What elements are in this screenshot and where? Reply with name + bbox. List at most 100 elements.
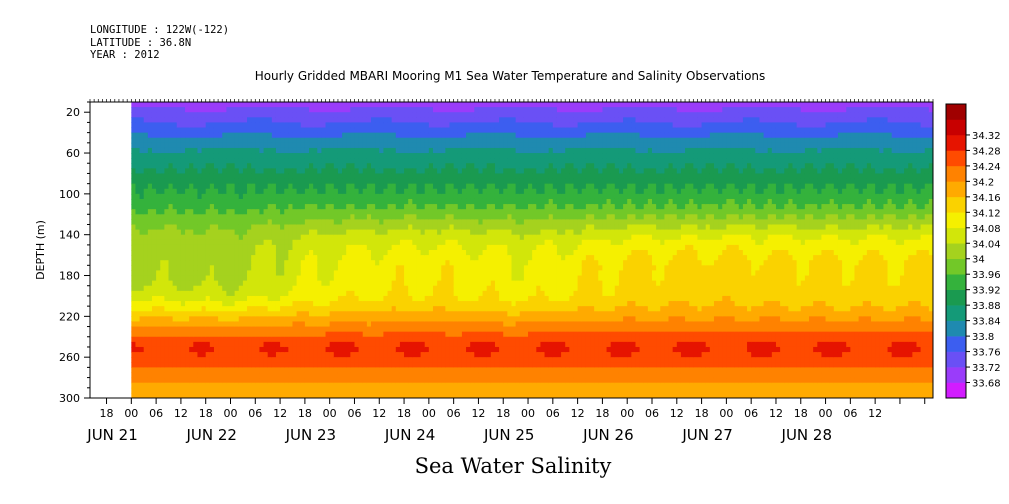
salinity-cell [333, 265, 339, 272]
salinity-cell [267, 193, 273, 200]
salinity-cell [271, 301, 277, 307]
salinity-cell [482, 326, 488, 333]
salinity-cell [131, 341, 137, 348]
salinity-cell [280, 183, 285, 190]
salinity-cell [346, 331, 351, 338]
salinity-cell [449, 142, 455, 149]
salinity-cell [131, 321, 137, 328]
salinity-cell [284, 158, 289, 164]
salinity-cell [242, 112, 248, 118]
salinity-cell [185, 331, 190, 338]
salinity-cell [453, 153, 459, 159]
salinity-cell [143, 132, 149, 139]
salinity-cell [205, 295, 211, 302]
salinity-cell [395, 382, 401, 389]
salinity-cell [242, 326, 248, 333]
salinity-cell [441, 382, 446, 389]
salinity-cell [267, 117, 273, 124]
salinity-cell [333, 234, 339, 241]
salinity-cell [205, 367, 211, 374]
salinity-cell [131, 301, 137, 307]
salinity-cell [213, 153, 219, 159]
salinity-cell [131, 214, 137, 220]
salinity-cell [209, 295, 215, 302]
salinity-cell [366, 219, 372, 226]
salinity-cell [185, 178, 190, 185]
salinity-cell [482, 142, 488, 149]
salinity-cell [185, 270, 190, 277]
salinity-cell [189, 372, 194, 379]
salinity-cell [362, 112, 368, 118]
salinity-cell [474, 352, 480, 358]
salinity-cell [255, 255, 261, 261]
salinity-cell [391, 341, 397, 348]
salinity-cell [238, 188, 244, 195]
salinity-cell [482, 346, 488, 353]
salinity-cell [432, 326, 438, 333]
salinity-cell [428, 352, 434, 358]
salinity-cell [379, 377, 384, 384]
salinity-cell [445, 382, 451, 389]
salinity-cell [412, 137, 418, 144]
salinity-cell [309, 377, 314, 384]
salinity-cell [482, 127, 488, 134]
salinity-cell [238, 372, 244, 379]
salinity-cell [325, 285, 331, 292]
salinity-cell [478, 341, 484, 348]
salinity-cell [342, 372, 347, 379]
salinity-cell [391, 163, 397, 169]
salinity-cell [333, 255, 339, 261]
salinity-cell [234, 295, 240, 302]
salinity-cell [164, 183, 170, 190]
salinity-cell [309, 204, 314, 210]
salinity-cell [259, 346, 265, 353]
salinity-cell [288, 209, 294, 215]
salinity-cell [416, 198, 422, 205]
salinity-cell [333, 102, 339, 108]
salinity-cell [193, 127, 199, 134]
salinity-cell [412, 107, 418, 113]
salinity-cell [263, 367, 269, 374]
salinity-cell [288, 137, 294, 144]
salinity-cell [362, 168, 368, 175]
salinity-cell [160, 377, 165, 384]
salinity-cell [247, 306, 252, 312]
salinity-cell [267, 214, 273, 220]
salinity-cell [288, 346, 294, 353]
salinity-cell [300, 142, 306, 149]
salinity-cell [395, 301, 401, 307]
salinity-cell [271, 132, 277, 139]
salinity-cell [288, 255, 294, 261]
salinity-cell [135, 112, 141, 118]
salinity-cell [242, 265, 248, 272]
salinity-cell [189, 107, 194, 113]
salinity-cell [346, 229, 351, 236]
salinity-cell [131, 178, 137, 185]
salinity-cell [139, 341, 145, 348]
salinity-cell [255, 193, 261, 200]
salinity-cell [424, 204, 430, 210]
salinity-cell [205, 229, 211, 236]
salinity-cell [259, 336, 265, 343]
salinity-cell [176, 387, 182, 394]
salinity-cell [333, 183, 339, 190]
salinity-cell [342, 127, 347, 134]
salinity-cell [325, 290, 331, 297]
salinity-cell [358, 112, 364, 118]
salinity-cell [135, 326, 141, 333]
salinity-cell [238, 270, 244, 277]
salinity-cell [428, 132, 434, 139]
salinity-cell [342, 193, 347, 200]
salinity-cell [371, 153, 376, 159]
salinity-cell [151, 392, 157, 398]
salinity-cell [205, 219, 211, 226]
salinity-cell [432, 331, 438, 338]
salinity-cell [441, 290, 446, 297]
salinity-cell [350, 147, 356, 154]
salinity-cell [424, 132, 430, 139]
salinity-cell [143, 331, 149, 338]
salinity-cell [441, 158, 446, 164]
salinity-cell [242, 270, 248, 277]
salinity-cell [366, 357, 372, 363]
salinity-cell [185, 382, 190, 389]
